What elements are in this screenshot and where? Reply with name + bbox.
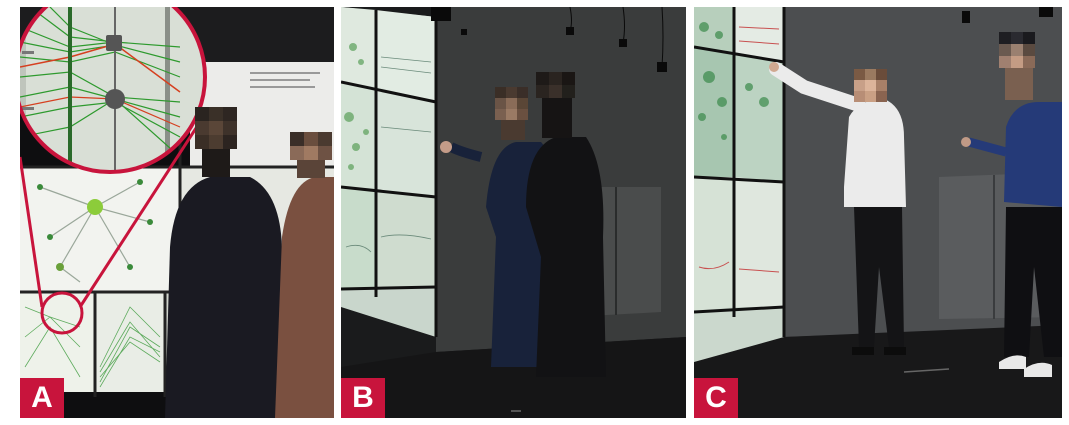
photo-panel-a: A: [20, 7, 334, 418]
person-back: [526, 72, 606, 377]
display-wall: [694, 7, 786, 362]
panel-label-b: B: [341, 378, 385, 418]
person-standing: [961, 32, 1062, 377]
magnifier-ring: [20, 7, 207, 174]
magnifier-source-ring: [40, 291, 84, 335]
person-right: [275, 132, 334, 418]
tracking-cameras: [962, 7, 1053, 23]
photo-panel-b: B: [341, 7, 686, 418]
person-left: [165, 107, 282, 418]
photo-panel-c: C: [694, 7, 1062, 418]
panel-label-a: A: [20, 378, 64, 418]
person-pointing: [769, 62, 906, 355]
display-wall: [341, 7, 438, 337]
panel-label-c: C: [694, 378, 738, 418]
